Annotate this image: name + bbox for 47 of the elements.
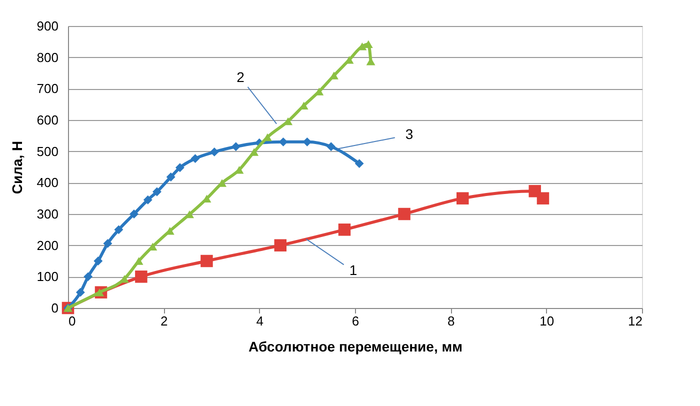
y-axis-title: Сила, Н	[8, 140, 25, 194]
point	[103, 238, 112, 248]
y-tick-label: 100	[36, 269, 58, 284]
point	[250, 148, 259, 156]
x-tick-label: 4	[256, 314, 264, 328]
point	[175, 163, 184, 172]
x-tick-label: 10	[540, 314, 554, 328]
annotation: 1	[349, 262, 358, 278]
point	[166, 172, 176, 182]
x-tick-label: 2	[160, 314, 168, 328]
y-tick-label: 900	[36, 18, 58, 34]
y-tick-label: 600	[36, 112, 58, 128]
point	[536, 192, 550, 204]
point	[326, 142, 336, 152]
point	[398, 208, 410, 220]
point	[135, 270, 148, 283]
point	[76, 288, 85, 297]
point	[354, 159, 364, 168]
x-tick-label: 8	[448, 314, 455, 328]
x-tick-label: 6	[352, 314, 360, 328]
point	[456, 192, 469, 204]
x-axis-title: Абсолютное перемещение, мм	[248, 338, 462, 354]
x-tick-label: 12	[628, 314, 642, 328]
y-tick-label: 500	[36, 144, 58, 159]
point	[338, 224, 351, 236]
point	[190, 154, 200, 164]
point	[152, 187, 162, 196]
annotation: 2	[236, 68, 245, 85]
point	[364, 40, 373, 48]
point	[143, 195, 152, 204]
y-tick-label: 300	[36, 206, 58, 222]
y-tick-label: 800	[36, 50, 58, 65]
point	[84, 272, 93, 282]
point	[274, 239, 287, 252]
y-tick-label: 400	[36, 175, 58, 190]
point	[130, 210, 138, 218]
y-tick-label: 0	[51, 300, 58, 316]
point	[231, 142, 240, 152]
point	[94, 256, 103, 266]
point	[114, 225, 124, 234]
point	[210, 147, 219, 156]
point	[200, 254, 213, 268]
point	[134, 257, 144, 265]
x-tick-label: 0	[68, 314, 76, 328]
y-tick-label: 200	[36, 238, 58, 253]
y-tick-label: 700	[36, 81, 58, 96]
annotation: 3	[405, 126, 414, 142]
